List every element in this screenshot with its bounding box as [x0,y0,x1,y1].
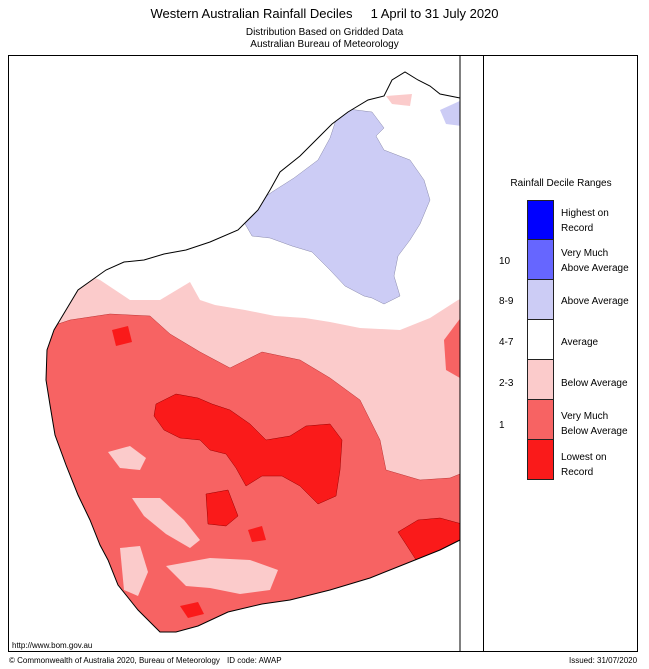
map-subtitle-agency: Australian Bureau of Meteorology [250,39,399,50]
above-average-kimberley-north [440,100,460,126]
footer-issued: Issued: 31/07/2020 [569,656,638,665]
rainfall-decile-map [45,56,461,651]
legend-swatch-above [527,280,554,320]
legend-swatch-average [527,320,554,360]
legend-label-average: Average [561,337,599,348]
below-average-southwest-patch [120,546,148,596]
legend-label-line: Very Much [561,411,609,422]
map-subtitle-method: Distribution Based on Gridded Data [245,27,404,38]
legend-label-line: Below Average [561,426,628,437]
legend-title: Rainfall Decile Ranges [510,178,612,189]
below-average-gascoyne-patch [108,446,146,470]
legend-code-very-much-below: 1 [499,420,505,431]
legend-swatch-lowest [527,440,554,480]
legend-label-very-much-above: Very Much Above Average [561,246,629,276]
legend-swatch-very-much-above [527,240,554,280]
lowest-on-record-north [112,326,132,346]
legend-code-above: 8-9 [499,296,514,307]
below-average-midwest-strip [132,498,200,548]
below-average-kimberley-patch [386,94,412,106]
map-frame [8,55,638,652]
lowest-on-record-coast [180,602,204,618]
lowest-on-record-southwest [248,526,266,542]
map-title: Western Australian Rainfall Deciles 1 Ap… [150,6,499,21]
legend-swatch-very-much-below [527,400,554,440]
legend-swatch-below [527,360,554,400]
legend-label-line: Record [561,467,594,478]
legend-label-very-much-below: Very Much Below Average [561,409,628,439]
legend-code-average: 4-7 [499,337,514,348]
lowest-on-record-central [153,393,343,505]
below-average-south-patch [166,558,278,594]
wa-coastline [45,71,461,633]
footer-copyright: © Commonwealth of Australia 2020, Bureau… [9,656,220,665]
very-much-below-average-region [46,313,460,632]
legend-code-very-much-above: 10 [499,256,511,267]
legend-label-line: Record [561,223,594,234]
legend-label-line: Highest on [561,208,609,219]
lowest-on-record-south [205,489,239,527]
legend-label-line: Very Much [561,248,609,259]
legend-label-highest: Highest on Record [561,206,609,236]
legend-divider [483,55,484,652]
legend-label-lowest: Lowest on Record [561,450,607,480]
legend-code-below: 2-3 [499,378,514,389]
legend-label-line: Above Average [561,263,629,274]
footer-id-code: ID code: AWAP [227,656,282,665]
legend-label-above: Above Average [561,296,629,307]
very-much-below-average-east [444,316,460,378]
legend-label-line: Lowest on [561,452,607,463]
legend-label-below: Below Average [561,378,628,389]
legend-swatch-highest [527,200,554,240]
footer-url[interactable]: http://www.bom.gov.au [12,641,93,650]
